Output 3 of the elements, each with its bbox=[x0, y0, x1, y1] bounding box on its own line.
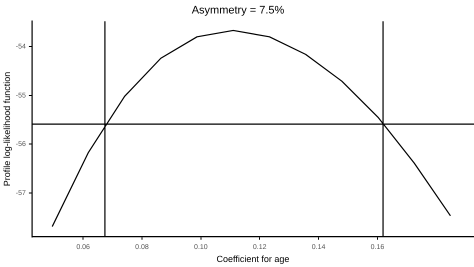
x-axis-title: Coefficient for age bbox=[216, 254, 290, 264]
chart-title: Asymmetry = 7.5% bbox=[192, 4, 285, 17]
y-axis-title: Profile log-likelihood function bbox=[2, 72, 12, 186]
